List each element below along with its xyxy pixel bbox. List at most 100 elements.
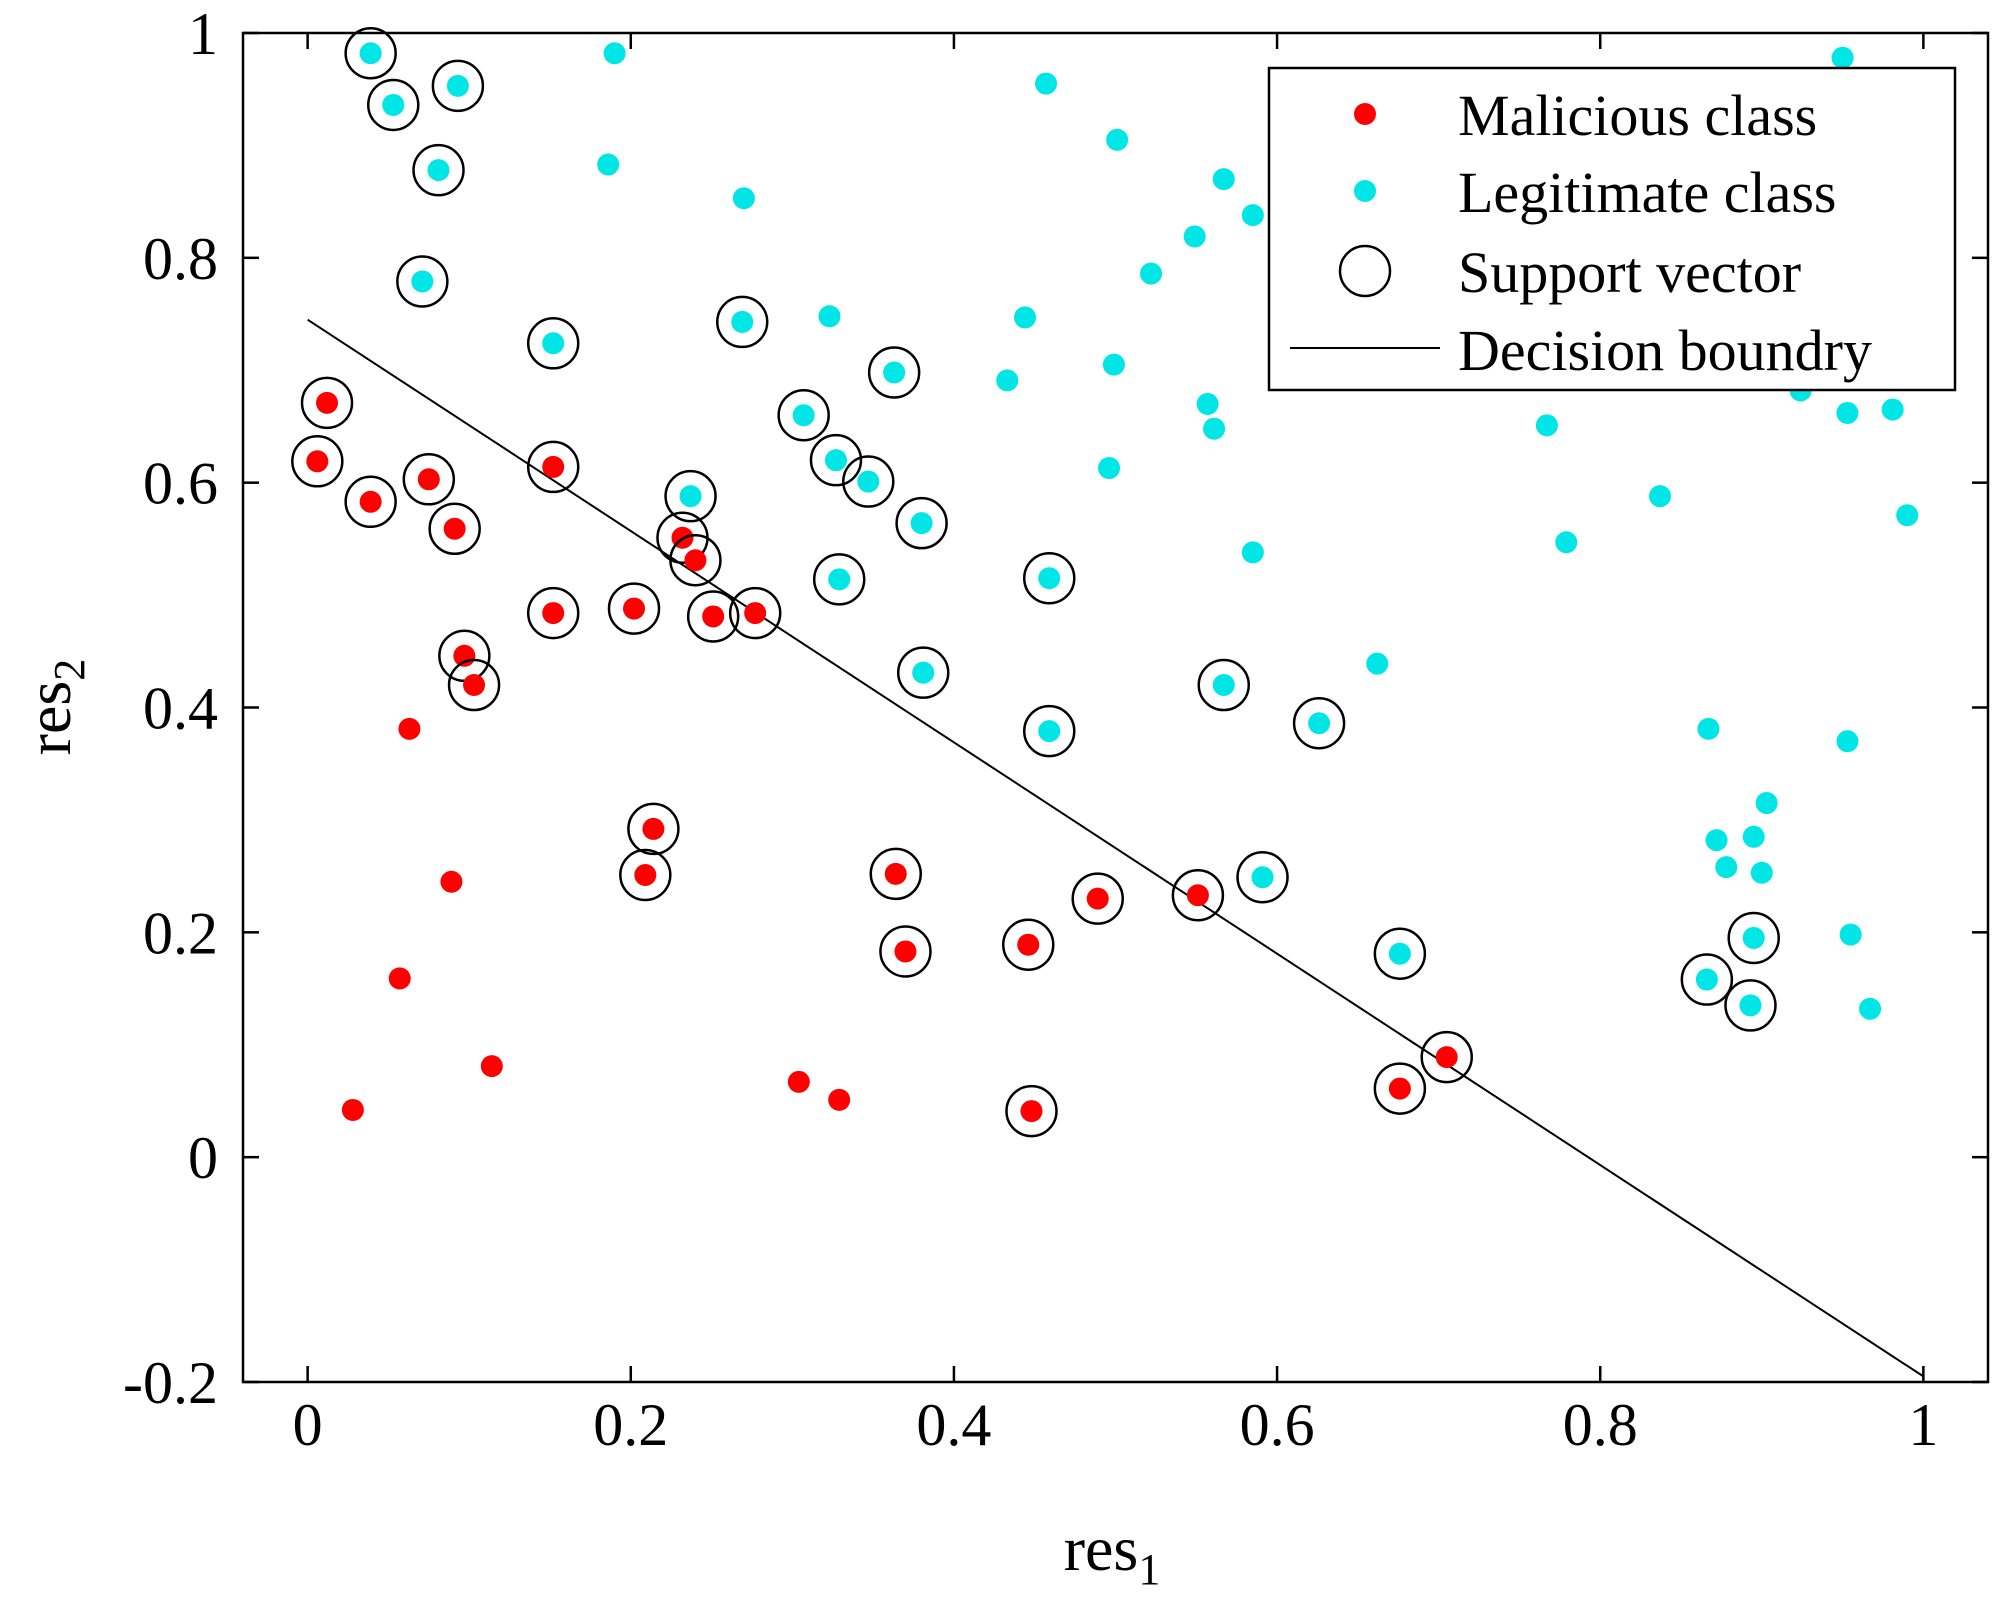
malicious-point [1017,933,1040,956]
x-axis: 0 0.2 0.4 0.6 0.8 1 [293,33,1938,1458]
legitimate-point [1251,866,1274,889]
legitimate-point [910,512,933,535]
support-vector-ring [895,496,948,550]
legitimate-point [1098,457,1121,480]
x-axis-label: res1 [1064,1513,1161,1594]
support-vector-ring [1002,918,1055,971]
legitimate-point [1366,652,1389,675]
support-vector-ring [447,658,501,712]
support-vector-ring [664,469,717,523]
malicious-point [787,1070,810,1093]
y-axis-label: res2 [13,659,94,756]
plot-area [291,26,1924,1378]
y-tick-label: 0 [188,1125,218,1191]
legitimate-point [1388,942,1411,965]
support-vector-ring [809,433,863,487]
support-vector-ring [344,475,397,529]
malicious-point [480,1055,503,1078]
support-vector-ring [344,26,397,80]
legend-marker-legitimate [1354,180,1376,202]
malicious-point [894,940,917,963]
legitimate-point [1140,262,1163,285]
legend-label-legitimate: Legitimate class [1458,160,1836,225]
legitimate-point [792,404,815,427]
malicious-point [388,967,411,990]
malicious-point [453,644,476,667]
support-vector-ring [777,388,830,442]
support-vector-ring [627,802,680,856]
legitimate-point [1038,567,1061,590]
legitimate-point [1739,994,1762,1017]
support-vector-ring [867,346,921,399]
legitimate-point [359,42,382,65]
y-tick-label: 0.8 [143,226,218,292]
malicious-point [684,549,707,572]
legitimate-point [427,159,450,182]
support-vector-ring [1680,953,1734,1006]
legitimate-point [1715,856,1738,879]
legitimate-point [1212,674,1235,697]
legitimate-point [679,485,702,508]
support-vector-ring [526,440,580,494]
y-tick-label: 1 [188,1,218,67]
support-vector-ring [291,435,344,488]
legitimate-point [912,661,935,684]
legend-marker-support-vector [1338,244,1392,298]
support-vector-ring [1071,872,1124,925]
legitimate-point [1308,712,1331,735]
y-axis: -0.2 0 0.2 0.4 0.6 0.8 1 [123,1,1988,1416]
legitimate-point [1750,861,1773,884]
legitimate-point [1839,923,1862,946]
support-vector-ring [607,582,661,635]
support-vector-ring [879,925,932,978]
support-vector-ring [431,59,485,113]
legitimate-point [1555,531,1578,554]
malicious-point [623,597,646,620]
support-vector-ring [1023,551,1076,605]
support-vector-ring [896,646,950,699]
malicious-point [542,602,565,625]
support-vector-ring [1197,658,1251,712]
malicious-point [642,817,665,840]
legitimate-point [542,332,565,355]
legitimate-point [1203,417,1226,440]
x-tick-label: 0.6 [1240,1392,1315,1458]
legitimate-point [1102,353,1125,376]
legitimate-point [732,187,755,210]
legitimate-point [1831,46,1854,69]
support-vector-ring [1724,979,1777,1032]
legitimate-point [1695,968,1718,991]
legitimate-point [1859,997,1882,1020]
legitimate-point [731,310,754,333]
x-tick-label: 0 [293,1392,323,1458]
support-vector-ring [1171,868,1225,922]
y-tick-label: -0.2 [123,1350,218,1416]
support-vector-ring [1420,1030,1473,1084]
support-vector-ring [526,317,580,370]
legitimate-point [1212,168,1235,191]
malicious-point [463,674,486,697]
decision-boundary-line [307,318,1924,1378]
support-vector-ring [412,143,465,197]
malicious-point [634,864,657,887]
support-vector-ring [300,376,354,430]
legitimate-point [597,153,620,176]
malicious-point [744,602,767,625]
legitimate-point [1535,414,1558,437]
malicious-point [828,1088,851,1111]
legend-box [1267,66,1957,392]
support-vector-ring [869,847,923,901]
legitimate-point [1035,72,1058,95]
support-vector-ring [669,533,722,587]
legitimate-point [1196,392,1219,415]
legitimate-point [446,74,469,97]
malicious-point [702,605,725,628]
malicious-point [542,455,565,478]
legitimate-point [824,449,847,472]
malicious-point [1020,1100,1043,1123]
legend-label-decision-boundary: Decision boundry [1458,318,1872,383]
malicious-point [417,468,440,491]
support-vector-ring [396,255,449,308]
malicious-point [341,1098,364,1121]
legitimate-point [411,270,434,293]
